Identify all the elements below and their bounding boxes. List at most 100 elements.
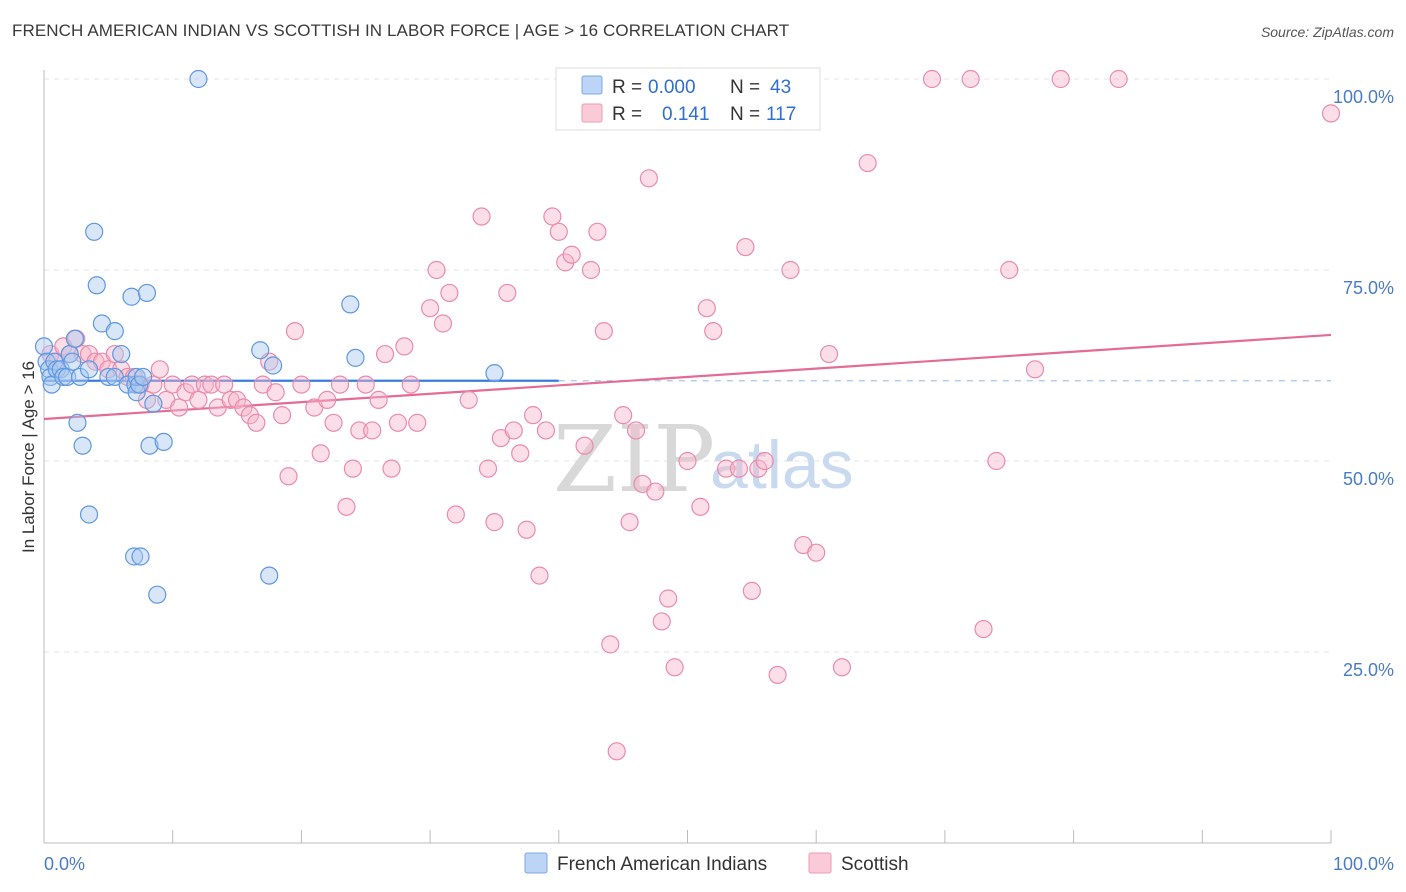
scottish-point-48 <box>356 375 375 394</box>
scottish-point-64 <box>478 459 498 478</box>
scottish-point-50 <box>369 390 388 409</box>
french-point-27 <box>124 547 144 566</box>
scottish-point-91 <box>659 589 678 608</box>
scottish-point-42 <box>318 390 337 409</box>
y-tick-label-75: 75.0% <box>1343 278 1394 298</box>
legend-swatch-french <box>581 75 603 95</box>
scottish-point-62 <box>459 390 478 409</box>
scottish-point-58 <box>427 260 446 280</box>
scottish-point-55 <box>401 375 420 394</box>
scottish-point-63 <box>472 207 491 226</box>
scottish-point-104 <box>781 260 800 280</box>
scottish-point-22 <box>182 375 202 394</box>
french-point-43 <box>341 295 360 314</box>
bottom-legend-scottish: Scottish <box>841 854 909 875</box>
chart-title: FRENCH AMERICAN INDIAN VS SCOTTISH IN LA… <box>12 21 790 40</box>
scottish-point-69 <box>511 444 530 463</box>
scottish-point-112 <box>974 619 993 639</box>
french-point-22 <box>105 322 124 341</box>
y-tick-label-25: 25.0% <box>1343 660 1394 680</box>
scottish-point-67 <box>498 283 517 303</box>
y-tick-labels: 25.0% 50.0% 75.0% 100.0% <box>1333 87 1394 680</box>
scottish-point-111 <box>961 69 980 89</box>
scottish-point-116 <box>1051 69 1070 89</box>
scottish-point-10 <box>105 344 124 364</box>
scottish-point-99 <box>736 237 755 257</box>
scottish-point-86 <box>626 421 646 440</box>
french-point-28 <box>126 375 145 394</box>
french-point-44 <box>346 348 365 367</box>
scottish-point-109 <box>858 153 877 173</box>
scottish-point-51 <box>375 344 395 364</box>
legend-r-value-2: 0.141 <box>662 104 710 125</box>
scottish-point-82 <box>601 635 620 654</box>
french-point-26 <box>122 287 141 306</box>
scottish-point-60 <box>440 283 459 303</box>
stats-legend: R = 0.000 N = 43 R = 0.141 N = 117 <box>555 67 821 131</box>
scottish-point-79 <box>581 260 601 280</box>
french-point-45 <box>485 364 504 383</box>
french-point-11 <box>63 352 82 371</box>
scottish-point-37 <box>279 467 298 486</box>
french-point-6 <box>47 360 66 379</box>
french-point-12 <box>65 329 84 348</box>
scottish-point-71 <box>523 406 543 425</box>
scottish-point-78 <box>575 436 594 455</box>
scottish-point-96 <box>704 322 723 341</box>
scottish-point-108 <box>832 658 852 677</box>
scottish-point-76 <box>556 253 575 272</box>
x-tick-label-max: 100.0% <box>1333 854 1394 874</box>
french-point-23 <box>112 344 131 364</box>
scottish-point-84 <box>614 406 633 425</box>
scottish-point-83 <box>607 742 626 761</box>
scottish-point-73 <box>536 421 556 440</box>
scottish-point-103 <box>768 665 787 685</box>
scottish-point-101 <box>749 459 768 478</box>
french-point-30 <box>131 547 150 566</box>
watermark: ZIP atlas <box>553 406 854 513</box>
scottish-point-47 <box>350 421 369 440</box>
legend-swatch-scottish <box>581 103 603 123</box>
scottish-point-25 <box>202 375 221 394</box>
scottish-point-114 <box>1000 260 1019 280</box>
scottish-point-17 <box>150 360 169 379</box>
bottom-legend-swatch-scottish <box>808 852 832 874</box>
legend-n-value-1: 43 <box>770 77 791 98</box>
axes <box>43 70 1332 844</box>
french-point-21 <box>99 367 118 387</box>
french-point-41 <box>260 566 279 585</box>
scottish-point-77 <box>562 245 581 264</box>
series-french-american-indians <box>34 69 504 604</box>
scottish-point-23 <box>189 390 208 409</box>
scottish-point-59 <box>433 314 453 333</box>
legend-n-label-2: N = <box>730 104 760 125</box>
french-point-40 <box>251 341 270 360</box>
scottish-point-94 <box>691 497 710 516</box>
scottish-point-92 <box>665 658 684 677</box>
scottish-point-85 <box>620 513 639 532</box>
scottish-point-31 <box>240 406 260 425</box>
scottish-point-20 <box>170 398 189 417</box>
scottish-point-24 <box>195 375 214 394</box>
scottish-point-29 <box>227 390 247 409</box>
french-point-16 <box>79 360 99 379</box>
scottish-point-75 <box>549 222 568 241</box>
scottish-point-38 <box>285 322 305 341</box>
scottish-point-30 <box>234 398 253 417</box>
scottish-point-93 <box>678 451 697 471</box>
french-point-37 <box>148 585 167 604</box>
french-point-19 <box>87 276 106 295</box>
scottish-point-43 <box>324 413 343 432</box>
scottish-point-65 <box>485 513 504 532</box>
french-point-18 <box>79 505 99 524</box>
scottish-point-107 <box>819 344 839 364</box>
scottish-point-39 <box>292 375 311 394</box>
scottish-point-16 <box>144 375 163 394</box>
scottish-point-53 <box>388 413 408 432</box>
scottish-point-118 <box>1321 104 1341 123</box>
scottish-point-74 <box>543 207 562 226</box>
trend-lines <box>43 333 1332 421</box>
scottish-point-36 <box>272 406 292 425</box>
french-point-0 <box>34 337 54 356</box>
